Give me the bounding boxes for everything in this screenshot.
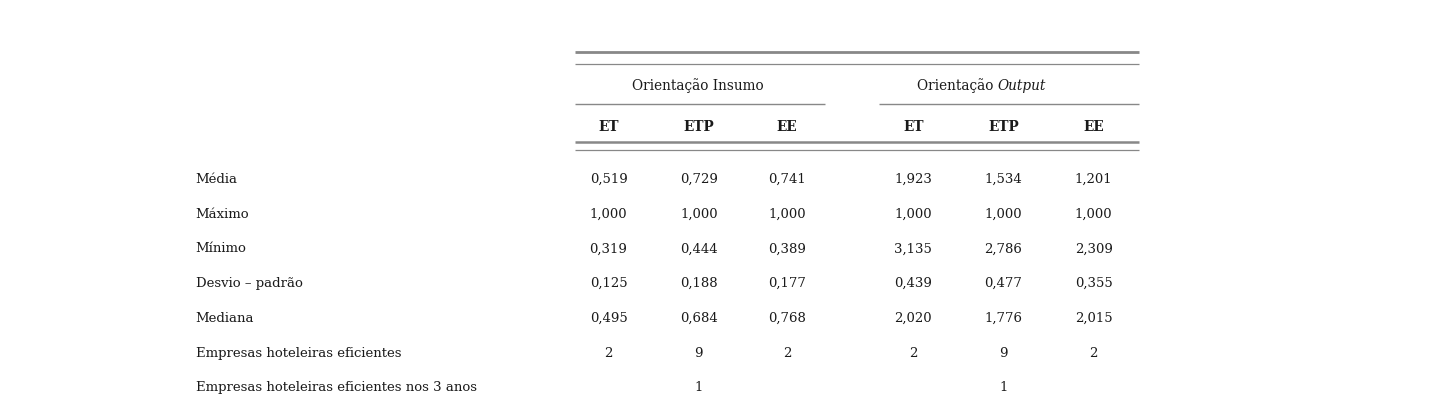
Text: ETP: ETP [989, 120, 1019, 134]
Text: ETP: ETP [683, 120, 715, 134]
Text: 0,355: 0,355 [1075, 277, 1112, 290]
Text: 2,015: 2,015 [1075, 312, 1112, 325]
Text: Máximo: Máximo [195, 208, 249, 221]
Text: 2,786: 2,786 [984, 242, 1022, 255]
Text: 1,776: 1,776 [984, 312, 1022, 325]
Text: 0,519: 0,519 [590, 173, 628, 186]
Text: 2,020: 2,020 [894, 312, 932, 325]
Text: Output: Output [997, 79, 1047, 93]
Text: ET: ET [903, 120, 923, 134]
Text: EE: EE [1083, 120, 1104, 134]
Text: 2,309: 2,309 [1075, 242, 1112, 255]
Text: Mediana: Mediana [195, 312, 253, 325]
Text: ET: ET [598, 120, 619, 134]
Text: 0,188: 0,188 [680, 277, 718, 290]
Text: 2: 2 [909, 346, 917, 360]
Text: 1: 1 [695, 381, 703, 394]
Text: 2: 2 [604, 346, 613, 360]
Text: 0,444: 0,444 [680, 242, 718, 255]
Text: 1,000: 1,000 [1075, 208, 1112, 221]
Text: 1: 1 [999, 381, 1008, 394]
Text: 9: 9 [695, 346, 703, 360]
Text: Média: Média [195, 173, 237, 186]
Text: Orientação Insumo: Orientação Insumo [632, 78, 763, 93]
Text: 9: 9 [999, 346, 1008, 360]
Text: 0,319: 0,319 [590, 242, 628, 255]
Text: 3,135: 3,135 [894, 242, 932, 255]
Text: 0,741: 0,741 [767, 173, 805, 186]
Text: Orientação: Orientação [917, 78, 997, 93]
Text: 1,000: 1,000 [894, 208, 932, 221]
Text: Desvio – padrão: Desvio – padrão [195, 277, 303, 290]
Text: 1,000: 1,000 [984, 208, 1022, 221]
Text: 1,000: 1,000 [680, 208, 718, 221]
Text: 0,768: 0,768 [767, 312, 805, 325]
Text: 1,000: 1,000 [590, 208, 628, 221]
Text: Mínimo: Mínimo [195, 242, 246, 255]
Text: 0,729: 0,729 [680, 173, 718, 186]
Text: 0,125: 0,125 [590, 277, 628, 290]
Text: 0,495: 0,495 [590, 312, 628, 325]
Text: 2: 2 [1089, 346, 1098, 360]
Text: 1,000: 1,000 [767, 208, 805, 221]
Text: 0,177: 0,177 [767, 277, 805, 290]
Text: Empresas hoteleiras eficientes: Empresas hoteleiras eficientes [195, 346, 400, 360]
Text: 0,439: 0,439 [894, 277, 932, 290]
Text: 0,389: 0,389 [767, 242, 805, 255]
Text: 1,534: 1,534 [984, 173, 1022, 186]
Text: 0,477: 0,477 [984, 277, 1022, 290]
Text: 1,923: 1,923 [894, 173, 932, 186]
Text: 0,684: 0,684 [680, 312, 718, 325]
Text: Empresas hoteleiras eficientes nos 3 anos: Empresas hoteleiras eficientes nos 3 ano… [195, 381, 476, 394]
Text: 2: 2 [783, 346, 791, 360]
Text: 1,201: 1,201 [1075, 173, 1112, 186]
Text: EE: EE [776, 120, 798, 134]
